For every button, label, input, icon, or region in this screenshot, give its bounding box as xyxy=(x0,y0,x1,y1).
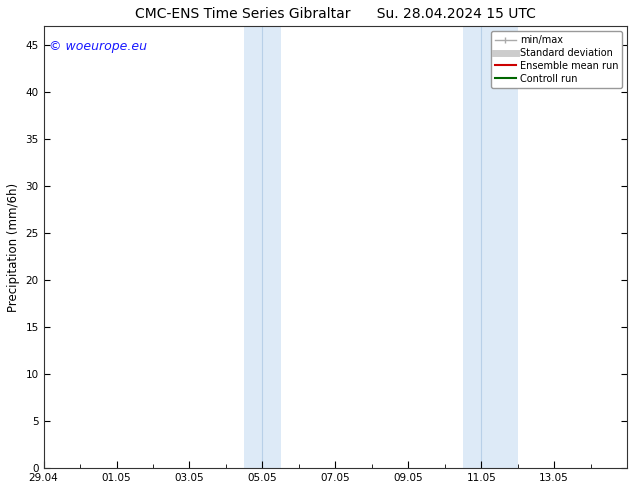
Y-axis label: Precipitation (mm/6h): Precipitation (mm/6h) xyxy=(7,183,20,312)
Legend: min/max, Standard deviation, Ensemble mean run, Controll run: min/max, Standard deviation, Ensemble me… xyxy=(491,31,622,88)
Text: © woeurope.eu: © woeurope.eu xyxy=(49,40,148,52)
Bar xyxy=(463,26,517,468)
Bar xyxy=(244,26,281,468)
Title: CMC-ENS Time Series Gibraltar      Su. 28.04.2024 15 UTC: CMC-ENS Time Series Gibraltar Su. 28.04.… xyxy=(135,7,536,21)
